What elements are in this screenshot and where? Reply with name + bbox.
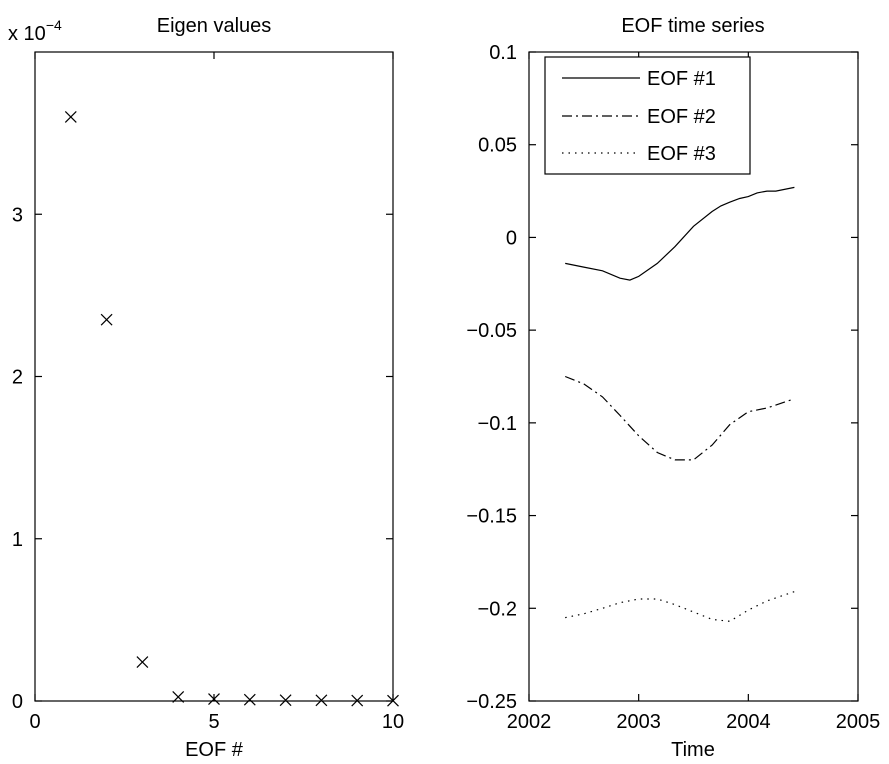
left-y-tick-label: 1 [12,529,23,551]
eof-time-series-panel: EOF time series Time 2002 2003 2004 2005 −0… [466,15,880,761]
eigenvalue-marker [351,694,364,707]
left-y-tick-label: 2 [12,367,23,389]
right-x-axis-label: Time [671,739,715,761]
left-scale-exponent: −4 [46,17,62,33]
legend-label-eof3: EOF #3 [647,143,716,165]
right-x-tick-label: 2003 [616,711,661,733]
eigenvalue-marker [243,693,256,706]
right-y-tick-label: 0.1 [489,42,517,64]
right-y-tick-label: −0.25 [466,691,517,713]
eigenvalue-marker [315,694,328,707]
eigenvalue-marker [100,313,113,326]
left-x-tick-label: 0 [29,711,40,733]
left-y-tick-label: 0 [12,691,23,713]
left-x-axis-label: EOF # [185,739,244,761]
legend-label-eof2: EOF #2 [647,106,716,128]
right-y-tick-label: 0.05 [478,135,517,157]
left-scale-base: x 10 [8,23,46,45]
eigenvalue-marker [64,110,77,123]
left-x-tick-label: 10 [382,711,404,733]
right-y-tick-label: 0 [506,227,517,249]
right-chart-title: EOF time series [621,15,764,37]
left-y-tick-label: 3 [12,204,23,226]
series-line-eof1 [565,186,795,281]
left-x-tick-label: 5 [208,711,219,733]
left-scale-factor: x 10−4 [8,17,62,45]
right-y-tick-label: −0.1 [478,413,517,435]
right-y-tick-label: −0.15 [466,506,517,528]
right-y-tick-label: −0.2 [478,598,517,620]
right-x-tick-label: 2004 [726,711,771,733]
left-axes-box [34,51,394,702]
right-y-tick-label: −0.05 [466,320,517,342]
right-x-tick-label: 2005 [836,711,881,733]
eigenvalue-marker [136,656,149,668]
series-line-eof3 [565,591,795,622]
right-axes-box [528,51,859,702]
eigenvalue-marker [172,691,185,703]
eigen-values-panel: Eigen values x 10−4 EOF # 0 5 10 0 1 2 3 [8,15,404,761]
eigenvalue-marker [279,694,292,707]
left-chart-title: Eigen values [157,15,272,37]
series-line-eof2 [564,375,795,461]
legend: EOF #1 EOF #2 EOF #3 [544,56,751,175]
right-y-ticks: −0.25 −0.2 −0.15 −0.1 −0.05 0 0.05 0.1 [466,42,858,713]
left-x-ticks: 0 5 10 [29,52,404,733]
legend-label-eof1: EOF #1 [647,68,716,90]
left-y-ticks: 0 1 2 3 [12,204,393,713]
eigenvalue-marker [387,694,399,707]
left-markers [64,110,399,707]
right-x-ticks: 2002 2003 2004 2005 [507,52,881,733]
right-series-lines [564,186,795,622]
legend-box [544,56,751,175]
eigenvalue-marker [208,693,220,705]
right-x-tick-label: 2002 [507,711,552,733]
